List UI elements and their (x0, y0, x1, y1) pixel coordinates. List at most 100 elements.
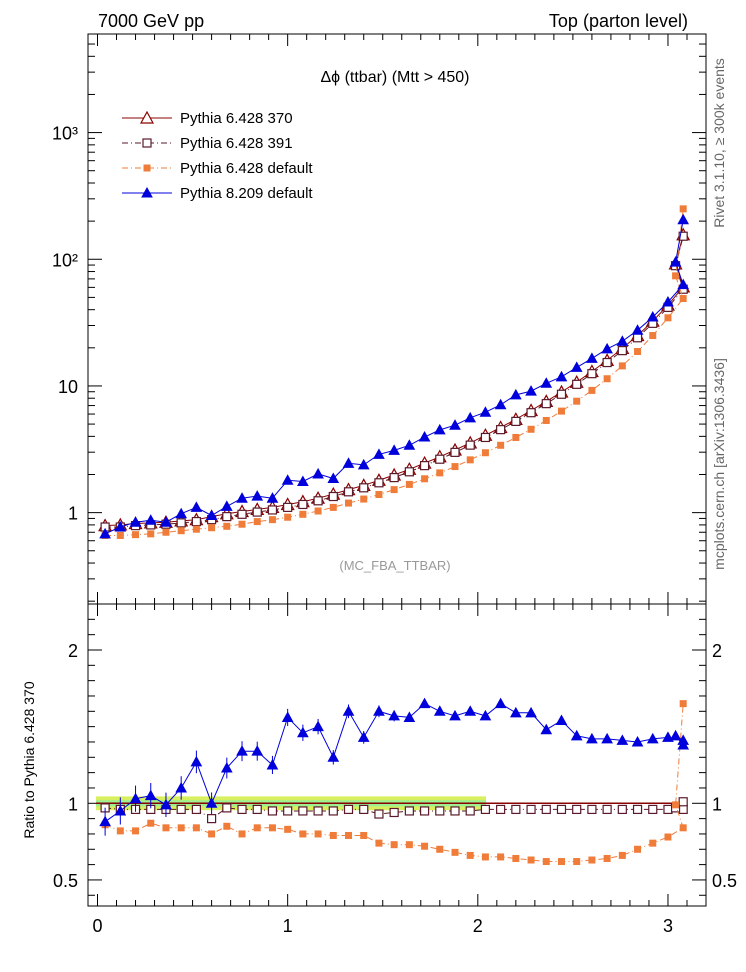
data-point (253, 518, 261, 526)
data-point (205, 509, 218, 520)
data-point (192, 525, 200, 533)
data-point (191, 516, 201, 527)
legend-label: Pythia 6.428 default (180, 160, 313, 177)
data-point (329, 503, 337, 511)
x-tick-label: 3 (663, 916, 673, 936)
data-point (570, 361, 583, 372)
ratio-data-point (646, 732, 659, 744)
ratio-data-point (435, 806, 445, 816)
ratio-data-point (436, 845, 444, 853)
data-point (388, 444, 400, 455)
data-point (512, 433, 520, 441)
data-point (556, 389, 567, 399)
ratio-data-point (192, 824, 200, 832)
data-point (466, 456, 474, 464)
data-point (603, 375, 611, 383)
ratio-plot-frame (87, 603, 707, 907)
ratio-data-point (116, 827, 124, 835)
ratio-data-point (283, 806, 293, 816)
ratio-data-point (208, 830, 216, 838)
ratio-data-point (389, 807, 399, 818)
ratio-data-point (555, 714, 568, 726)
data-point (175, 507, 188, 519)
data-point (677, 213, 690, 225)
ratio-data-point (494, 697, 507, 709)
legend-label: Pythia 8.209 default (180, 185, 313, 202)
data-point (314, 507, 322, 515)
data-point (588, 386, 596, 394)
ratio-data-point (557, 858, 565, 866)
data-point (313, 496, 323, 506)
ratio-data-point (419, 806, 430, 816)
data-point (129, 516, 142, 527)
ratio-data-point (297, 726, 309, 738)
ratio-data-point (236, 745, 248, 756)
data-point (465, 440, 475, 450)
ratio-data-point (509, 706, 522, 718)
legend-label: Pythia 6.428 370 (180, 110, 293, 127)
data-point (99, 527, 111, 539)
ratio-data-point (404, 806, 414, 816)
data-point (649, 332, 657, 340)
data-point (540, 377, 553, 388)
ratio-data-point (602, 804, 612, 815)
ratio-data-point (617, 804, 627, 815)
data-point (527, 425, 535, 433)
data-point (223, 522, 231, 530)
legend: Pythia 6.428 370 Pythia 6.428 391 Pythia 6… (122, 110, 313, 202)
ratio-data-point (616, 734, 629, 745)
data-point (281, 474, 294, 485)
ratio-data-point (162, 824, 170, 832)
data-point (602, 357, 612, 368)
data-point (511, 416, 521, 426)
ratio-data-point (328, 806, 338, 816)
data-point (373, 448, 385, 459)
ratio-data-point (480, 804, 491, 815)
data-point (436, 469, 444, 477)
data-point (496, 425, 506, 435)
ratio-data-point (672, 801, 680, 809)
data-point (557, 407, 565, 415)
data-point (419, 461, 430, 471)
ratio-data-point (147, 819, 155, 827)
ratio-data-point (449, 709, 461, 721)
ratio-data-point (678, 804, 688, 815)
ratio-data-point (481, 853, 489, 861)
y-tick-label: 10² (52, 250, 78, 270)
ratio-data-point (525, 706, 537, 718)
ratio-data-point (251, 745, 264, 756)
ratio-data-point (252, 804, 262, 815)
ratio-data-point (359, 804, 369, 815)
data-point (573, 397, 581, 405)
ratio-data-point (99, 815, 111, 827)
data-point (586, 352, 598, 363)
header-right-label: Top (parton level) (549, 11, 688, 31)
legend-marker (143, 164, 151, 172)
ratio-data-point (572, 804, 582, 815)
data-point (266, 492, 279, 503)
data-point (404, 467, 414, 477)
data-point (147, 530, 155, 538)
data-point (679, 205, 687, 213)
data-point (312, 467, 324, 479)
data-point (390, 486, 398, 494)
data-point (541, 399, 551, 409)
data-point (190, 501, 203, 512)
data-point (450, 447, 460, 457)
series-line (105, 236, 684, 528)
ratio-data-point (342, 705, 355, 716)
data-point (236, 492, 248, 503)
data-point (542, 416, 550, 424)
ratio-data-point (220, 762, 233, 773)
ratio-data-point (631, 735, 644, 747)
data-point (418, 431, 431, 442)
ratio-data-point (177, 824, 185, 832)
data-point (677, 278, 690, 290)
data-point (509, 388, 522, 400)
ratio-data-point (176, 804, 186, 815)
ratio-data-point (465, 806, 475, 816)
data-point (464, 411, 477, 423)
data-point (497, 441, 505, 449)
y-tick-label: 0.5 (53, 871, 78, 891)
data-point (357, 458, 370, 470)
